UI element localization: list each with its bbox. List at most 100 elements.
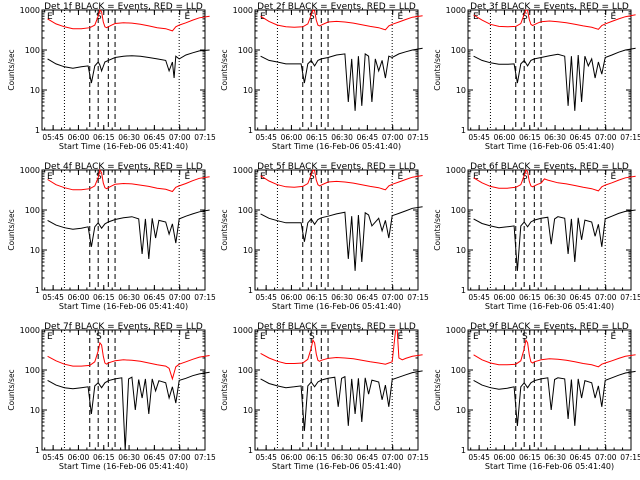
x-tick-label: 06:00 [494,293,516,302]
x-axis-label: Start Time (16-Feb-06 05:41:40) [59,302,188,311]
panel-title: Det 2f BLACK = Events, RED = LLD [257,2,416,12]
plot-frame [254,169,419,291]
x-tick-label: 06:30 [544,133,566,142]
series-events-line [473,370,636,426]
x-tick-label: 06:45 [570,453,592,462]
panel-det-9: Det 9f BLACK = Events, RED = LLD 1 10 100 10… [433,322,640,471]
y-axis-label: Counts/sec [433,49,442,90]
series-events-line [260,206,423,271]
region-label: E [611,12,617,22]
x-tick-label: 06:00 [281,133,303,142]
panel-title: Det 7f BLACK = Events, RED = LLD [44,322,203,332]
region-label: E [473,172,479,182]
y-tick-label: 100 [451,366,466,375]
y-axis-label: Counts/sec [220,369,229,410]
region-label: E [260,332,266,342]
x-tick-label: 06:30 [118,133,140,142]
y-tick-label: 100 [451,206,466,215]
x-tick-label: 05:45 [255,133,277,142]
x-tick-label: 07:15 [194,453,216,462]
y-axis-label: Counts/sec [433,369,442,410]
region-label: E [185,12,191,22]
x-tick-label: 07:00 [169,293,191,302]
x-tick-label: 06:30 [118,453,140,462]
x-tick-label: 07:00 [382,133,404,142]
y-tick-label: 1 [35,446,40,455]
y-tick-label: 100 [25,46,40,55]
x-tick-label: 07:00 [595,133,617,142]
x-tick-label: 06:45 [357,293,379,302]
y-tick-label: 1 [461,446,466,455]
series-lld-line [47,341,210,381]
y-tick-label: 1000 [233,166,253,175]
y-tick-label: 100 [238,46,253,55]
x-tick-label: 06:30 [331,293,353,302]
x-tick-label: 06:15 [306,453,328,462]
series-events-line [47,371,210,451]
region-label: E [611,332,617,342]
y-axis-label: Counts/sec [220,209,229,250]
x-axis-label: Start Time (16-Feb-06 05:41:40) [59,462,188,471]
panel-title: Det 3f BLACK = Events, RED = LLD [470,2,629,12]
y-tick-label: 10 [243,406,253,415]
x-tick-label: 06:15 [519,453,541,462]
x-tick-label: 06:00 [68,453,90,462]
y-tick-label: 1 [35,286,40,295]
panel-det-4: Det 4f BLACK = Events, RED = LLD 1 10 100 10… [7,162,216,311]
x-axis-label: Start Time (16-Feb-06 05:41:40) [272,462,401,471]
x-tick-label: 06:00 [68,133,90,142]
region-label: S [522,12,528,22]
y-tick-label: 100 [25,366,40,375]
x-tick-label: 06:30 [118,293,140,302]
x-tick-label: 05:45 [42,133,64,142]
y-tick-label: 1 [248,446,253,455]
y-tick-label: 10 [456,406,466,415]
x-tick-label: 06:15 [306,133,328,142]
series-lld-line [47,9,210,32]
panel-title: Det 6f BLACK = Events, RED = LLD [470,162,629,172]
plot-frame [467,9,632,131]
x-tick-label: 06:15 [519,293,541,302]
panel-title: Det 4f BLACK = Events, RED = LLD [44,162,203,172]
x-tick-label: 07:15 [407,133,429,142]
region-label: S [96,332,102,342]
y-tick-label: 100 [238,366,253,375]
plot-frame [467,329,632,451]
region-label: S [309,172,315,182]
x-tick-label: 05:45 [468,133,490,142]
region-label: S [96,12,102,22]
plot-frame [41,169,206,291]
x-tick-label: 07:00 [382,293,404,302]
y-tick-label: 10 [243,246,253,255]
y-tick-label: 1000 [20,326,40,335]
x-tick-label: 06:00 [494,453,516,462]
region-label: E [47,172,53,182]
region-label: E [398,332,404,342]
x-tick-label: 05:45 [42,453,64,462]
x-tick-label: 06:45 [357,133,379,142]
region-label: E [398,172,404,182]
x-tick-label: 06:30 [331,453,353,462]
x-tick-label: 06:00 [281,293,303,302]
x-tick-label: 07:00 [169,453,191,462]
y-tick-label: 1 [248,286,253,295]
region-label: E [47,332,53,342]
x-tick-label: 07:15 [620,293,640,302]
region-label: E [185,172,191,182]
region-label: E [611,172,617,182]
series-lld-line [473,169,636,192]
x-axis-label: Start Time (16-Feb-06 05:41:40) [59,142,188,151]
x-axis-label: Start Time (16-Feb-06 05:41:40) [485,462,614,471]
panel-det-6: Det 6f BLACK = Events, RED = LLD 1 10 100 10… [433,162,640,311]
plot-frame [41,329,206,451]
series-lld-line [473,9,636,30]
plot-frame [254,329,419,451]
region-label: S [309,332,315,342]
y-tick-label: 1 [461,286,466,295]
x-tick-label: 07:00 [595,293,617,302]
x-tick-label: 05:45 [255,293,277,302]
x-tick-label: 06:00 [281,453,303,462]
y-tick-label: 10 [456,86,466,95]
panel-det-5: Det 5f BLACK = Events, RED = LLD 1 10 100 10… [220,162,429,311]
